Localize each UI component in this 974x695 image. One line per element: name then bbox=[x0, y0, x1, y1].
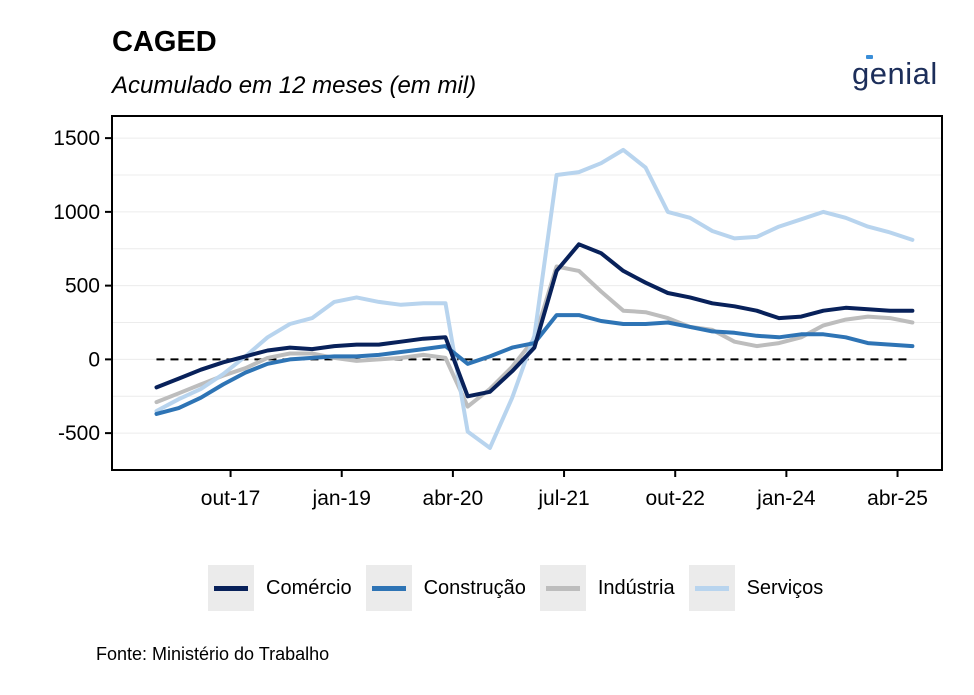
series-layer bbox=[154, 147, 915, 450]
x-tick-label: jan-24 bbox=[756, 487, 816, 510]
grid-lines bbox=[112, 137, 942, 434]
legend-item-comercio: Comércio bbox=[208, 565, 352, 611]
legend-key bbox=[365, 565, 412, 611]
x-tick-label: out-17 bbox=[201, 487, 261, 510]
legend-item-servicos: Serviços bbox=[688, 565, 824, 611]
chart-subtitle: Acumulado em 12 meses (em mil) bbox=[112, 72, 477, 99]
logo-accent-mark bbox=[866, 55, 873, 59]
chart-canvas: -500 0 500 1000 1500 out-17 jan-19 abr-20 jul-21… bbox=[53, 115, 943, 510]
series-line-comercio bbox=[154, 242, 915, 399]
y-tick-label: 1000 bbox=[53, 201, 100, 224]
axis-layer: -500 0 500 1000 1500 out-17 jan-19 abr-20 jul-21… bbox=[53, 127, 928, 510]
legend-label: Comércio bbox=[266, 576, 352, 599]
x-tick-label: jan-19 bbox=[312, 487, 371, 510]
y-tick-label: 0 bbox=[88, 348, 100, 371]
legend: Comércio Construção Indústria Serviços bbox=[208, 565, 837, 611]
legend-label: Indústria bbox=[597, 576, 675, 599]
chart-title: CAGED bbox=[112, 26, 217, 58]
y-tick-label: 1500 bbox=[53, 127, 100, 150]
legend-label: Serviços bbox=[746, 576, 824, 599]
legend-key bbox=[208, 565, 254, 611]
legend-key bbox=[688, 565, 735, 611]
genial-logo: genial bbox=[852, 56, 938, 91]
y-tick-label: -500 bbox=[58, 422, 100, 445]
plot-frame bbox=[111, 115, 943, 471]
legend-item-industria: Indústria bbox=[539, 565, 675, 611]
x-tick-label: abr-25 bbox=[867, 487, 928, 510]
legend-key bbox=[539, 565, 586, 611]
x-tick-label: jul-21 bbox=[537, 487, 589, 510]
legend-label: Construção bbox=[423, 576, 526, 599]
legend-item-construcao: Construção bbox=[365, 565, 526, 611]
y-tick-label: 500 bbox=[65, 275, 100, 298]
series-line-servicos bbox=[154, 147, 915, 450]
x-tick-label: abr-20 bbox=[423, 487, 484, 510]
x-tick-label: out-22 bbox=[645, 487, 705, 510]
source-note: Fonte: Ministério do Trabalho bbox=[96, 644, 330, 664]
